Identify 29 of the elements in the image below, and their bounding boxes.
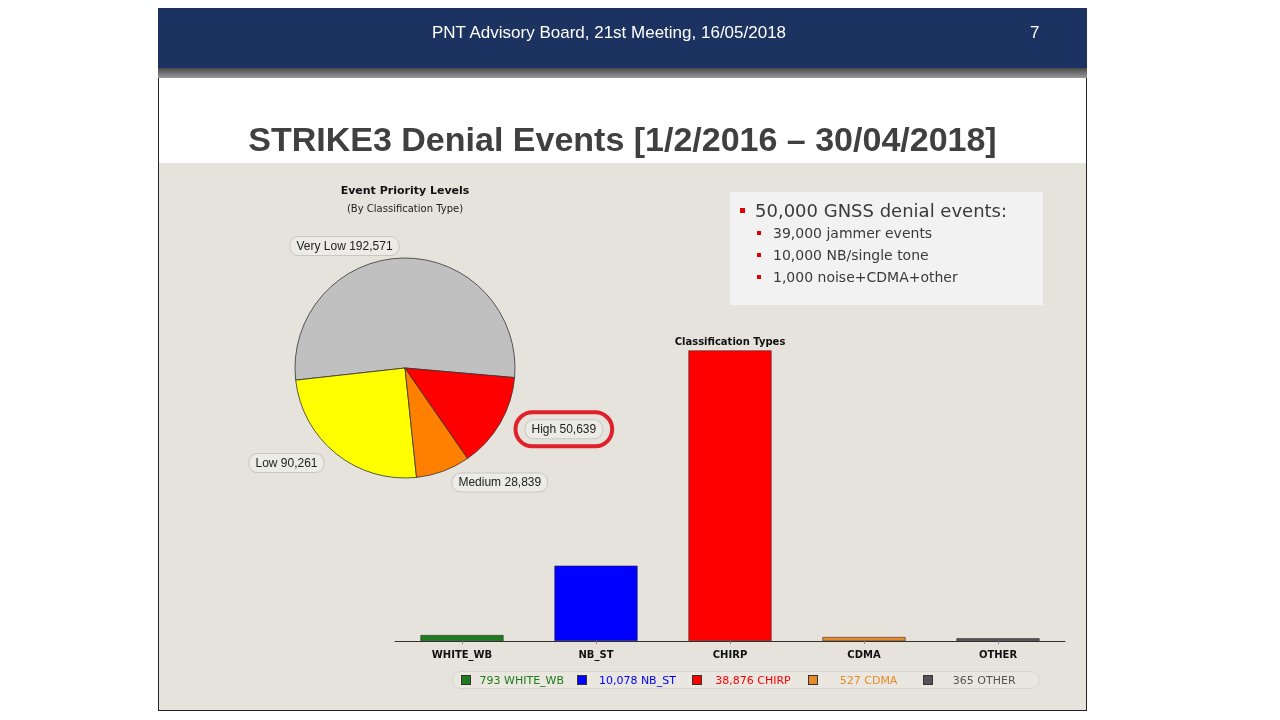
x-tick-label: CDMA [847,648,881,660]
slice-label: Low 90,261 [255,456,318,471]
slice-label: Very Low 192,571 [296,239,393,254]
text: 10,000 NB/single tone [773,247,929,263]
x-tick-label: NB_ST [578,648,614,661]
bar [420,635,504,641]
data-label: 10,078 NB_ST [597,673,677,687]
text: 7 [1030,23,1040,43]
data-label: 38,876 CHIRP [714,673,792,687]
chart-title: Event Priority Levels [340,184,470,197]
bar [688,350,772,641]
bar [554,565,638,641]
chart-title: Classification Types [674,335,786,347]
slice-label: High 50,639 [531,422,597,437]
data-label: 527 CDMA [838,673,899,687]
data-label: 365 OTHER [951,673,1017,687]
slice-label: Medium 28,839 [458,475,542,490]
chart-subtitle: (By Classification Type) [346,202,464,214]
text: PNT Advisory Board, 21st Meeting, 16/05/2018 [432,23,787,43]
text: 39,000 jammer events [773,225,933,241]
text: STRIKE3 Denial Events [1/2/2016 – 30/04/2018] [247,120,998,159]
bar [822,637,906,641]
text: 50,000 GNSS denial events: [755,200,1008,221]
x-tick-label: WHITE_WB [431,648,493,661]
x-tick-label: CHIRP [712,648,748,660]
data-label: 793 WHITE_WB [478,673,566,687]
text: 1,000 noise+CDMA+other [773,269,958,285]
x-tick-label: OTHER [978,648,1018,660]
bar [956,638,1040,641]
